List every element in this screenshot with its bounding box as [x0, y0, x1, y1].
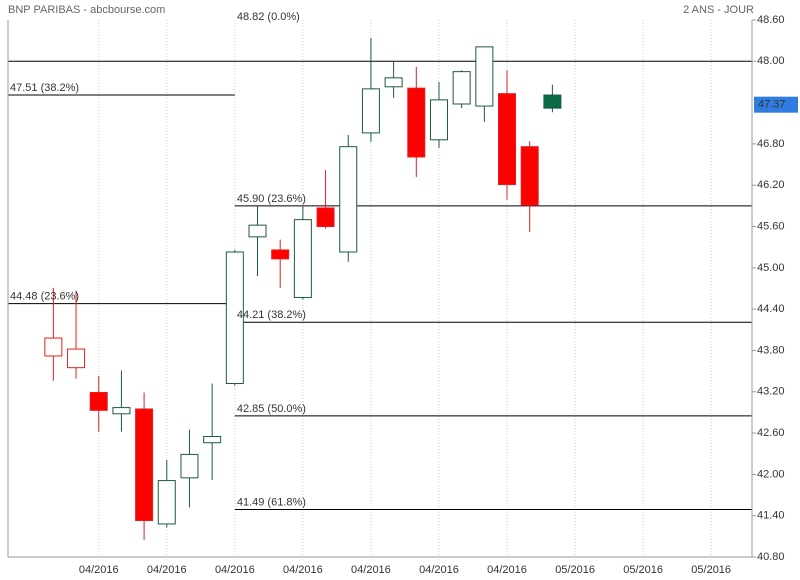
y-tick-label: 48.60 [757, 14, 785, 26]
candle-body [135, 408, 154, 522]
y-tick-label: 45.00 [757, 262, 785, 274]
y-tick-label: 46.20 [757, 179, 785, 191]
candle-body [157, 480, 176, 525]
y-tick-label: 40.80 [757, 551, 785, 563]
chart-subtitle: 2 ANS - JOUR [683, 4, 754, 16]
candle-body [293, 219, 312, 298]
x-tick-label: 04/2016 [419, 564, 459, 576]
y-tick-label: 43.20 [757, 386, 785, 398]
candle-body [429, 99, 448, 141]
candle-body [203, 436, 222, 444]
y-tick-label: 41.40 [757, 510, 785, 522]
fib-label: 47.51 (38.2%) [10, 82, 79, 94]
x-tick-label: 04/2016 [351, 564, 391, 576]
candle-body [225, 251, 244, 385]
fib-label: 45.90 (23.6%) [237, 193, 306, 205]
candle-body [452, 71, 471, 105]
candle-body [44, 337, 63, 357]
y-tick-label: 43.80 [757, 344, 785, 356]
y-tick-label: 48.00 [757, 55, 785, 67]
fib-label: 44.21 (38.2%) [237, 309, 306, 321]
candle-body [248, 224, 267, 238]
y-tick-label: 46.80 [757, 138, 785, 150]
fib-label: 48.82 (0.0%) [237, 11, 300, 23]
x-tick-label: 05/2016 [691, 564, 731, 576]
candle-body [407, 87, 426, 158]
candle-body [475, 46, 494, 107]
x-tick-label: 05/2016 [623, 564, 663, 576]
fib-label: 42.85 (50.0%) [237, 403, 306, 415]
x-tick-label: 04/2016 [79, 564, 119, 576]
candle-body [316, 207, 335, 228]
x-tick-label: 04/2016 [283, 564, 323, 576]
plot-area [8, 37, 752, 540]
chart-title: BNP PARIBAS - abcbourse.com [8, 4, 165, 16]
candle-body [67, 348, 86, 369]
x-tick-label: 04/2016 [487, 564, 527, 576]
x-tick-label: 04/2016 [147, 564, 187, 576]
fib-label: 41.49 (61.8%) [237, 496, 306, 508]
candle-body [339, 146, 358, 253]
candle-body [543, 94, 562, 109]
fib-label: 44.48 (23.6%) [10, 291, 79, 303]
x-tick-label: 04/2016 [215, 564, 255, 576]
y-tick-label: 45.60 [757, 220, 785, 232]
candle-body [384, 77, 403, 88]
candle-body [180, 453, 199, 479]
y-tick-label: 42.00 [757, 468, 785, 480]
candle-body [89, 391, 108, 411]
last-price-box [754, 96, 798, 113]
candle-body [361, 88, 380, 134]
candle-body [112, 407, 131, 415]
y-tick-label: 42.60 [757, 427, 785, 439]
x-tick-label: 05/2016 [555, 564, 595, 576]
candle-body [498, 93, 517, 186]
candle-body [520, 146, 539, 206]
candle-body [271, 249, 290, 260]
last-price-label: 47.37 [758, 99, 786, 111]
y-tick-label: 44.40 [757, 303, 785, 315]
